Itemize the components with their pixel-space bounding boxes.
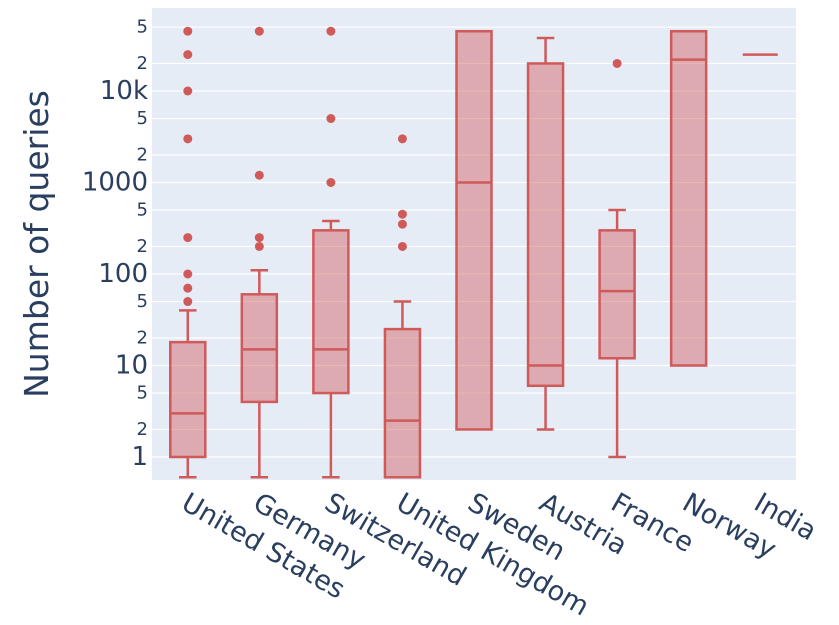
outlier-point	[183, 50, 193, 60]
outlier-point	[183, 269, 193, 279]
box-iqr	[455, 29, 493, 431]
outlier-point	[397, 134, 407, 144]
boxes	[169, 26, 778, 479]
outlier-point	[397, 219, 407, 229]
outlier-point	[183, 233, 193, 243]
box-austria	[526, 36, 565, 431]
y-tick-label: 1000	[82, 168, 148, 198]
outlier-point	[326, 178, 336, 187]
outlier-point	[254, 233, 264, 243]
box-united-kingdom	[383, 134, 422, 479]
outlier-point	[183, 297, 193, 307]
y-tick-label: 5	[137, 200, 148, 221]
box-germany	[240, 26, 279, 479]
box-switzerland	[312, 26, 350, 479]
box-iqr	[526, 62, 565, 388]
outlier-point	[254, 241, 264, 251]
box-iqr	[669, 29, 708, 367]
box-france	[598, 58, 636, 459]
outlier-point	[397, 241, 407, 251]
outlier-point	[612, 58, 622, 68]
y-tick-label: 5	[137, 383, 148, 404]
y-axis-title: Number of queries	[17, 90, 56, 398]
y-tick-label: 1	[131, 442, 148, 472]
y-tick-label: 100	[98, 259, 148, 289]
outlier-point	[183, 86, 193, 96]
outlier-point	[254, 26, 264, 36]
box-norway	[669, 29, 708, 367]
box-iqr	[169, 340, 207, 459]
box-iqr	[312, 229, 350, 395]
y-tick-label: 5	[137, 291, 148, 312]
y-tick-label: 2	[137, 53, 148, 74]
box-iqr	[598, 229, 636, 360]
outlier-point	[254, 170, 264, 180]
box-iqr	[383, 327, 422, 479]
y-tick-label: 2	[137, 236, 148, 257]
outlier-point	[397, 209, 407, 219]
y-tick-label: 10	[115, 351, 148, 381]
y-tick-label: 5	[137, 108, 148, 129]
outlier-point	[183, 283, 193, 293]
box-sweden	[455, 29, 493, 431]
outlier-point	[326, 26, 336, 36]
outlier-point	[183, 26, 193, 36]
box-iqr	[240, 293, 279, 404]
y-tick-label: 5	[137, 17, 148, 38]
y-tick-label: 2	[137, 419, 148, 440]
box-united-states	[169, 26, 207, 479]
y-tick-label: 10k	[100, 76, 148, 106]
outlier-point	[183, 134, 193, 144]
y-tick-label: 2	[137, 327, 148, 348]
outlier-point	[326, 114, 336, 124]
y-tick-label: 2	[137, 144, 148, 165]
